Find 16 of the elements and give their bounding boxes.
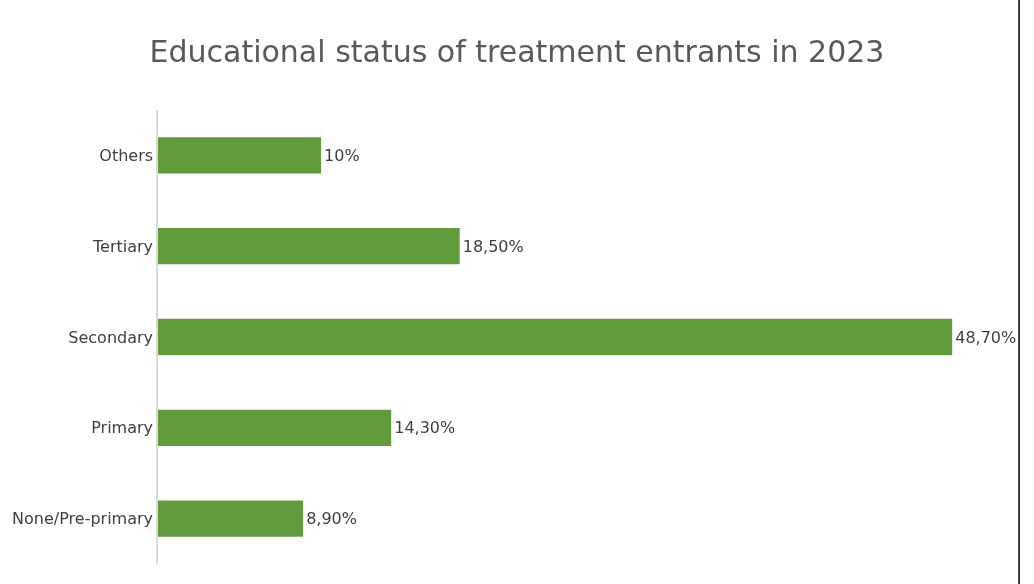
bar [158,409,392,446]
bar [158,228,460,265]
data-label: 8,90% [306,509,357,529]
bar [158,500,304,537]
data-label: 18,50% [462,236,524,256]
bar [158,137,322,174]
data-label: 48,70% [955,327,1017,347]
y-tick-label: Primary [91,418,154,438]
y-tick-label: Secondary [68,327,154,347]
y-tick-label: Others [99,146,154,165]
y-tick-label: None/Pre-primary [12,509,154,529]
y-tick-label: Tertiary [92,236,154,256]
data-label: 10% [324,145,360,165]
data-label: 14,30% [394,418,456,438]
bar [158,318,953,356]
chart-title: Educational status of treatment entrants in 2023 [149,33,885,69]
